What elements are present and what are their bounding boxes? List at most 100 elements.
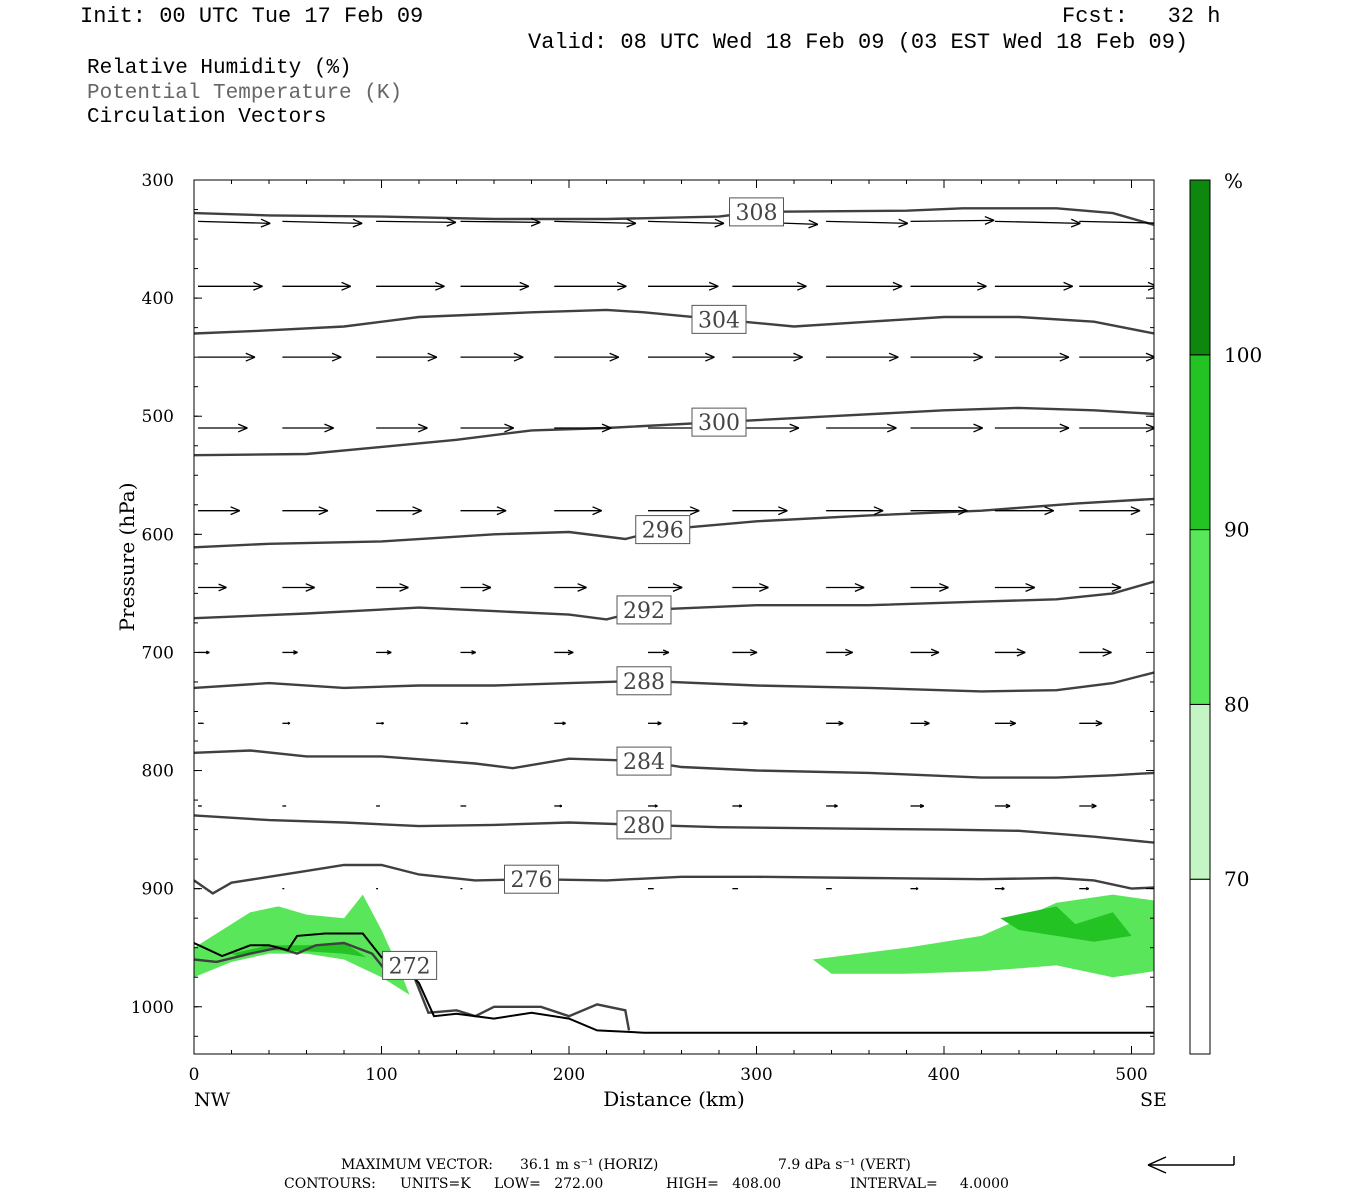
vector-head [854,582,865,592]
vector-head [708,281,719,291]
colorbar-level: 100 [1224,343,1262,367]
vector-head [977,281,987,291]
contour-label-box-280 [616,810,672,840]
max-vector-label: MAXIMUM VECTOR: [341,1157,493,1173]
vector-head [324,423,334,433]
contour-label-308: 308 [736,201,778,226]
y-tick-label: 300 [142,171,174,191]
vector-head [705,352,715,362]
contour-label-box-272 [382,950,438,980]
vector-head [471,650,476,655]
vector-head [1130,506,1141,516]
reference-vector-icon [1147,1156,1235,1174]
y-tick-label: 800 [142,762,174,782]
vector-head [446,217,457,227]
vector-head [808,219,819,229]
x-end-label-right: SE [1140,1089,1167,1111]
contour-label-272: 272 [389,954,431,979]
vector-head [984,215,995,225]
vector-head [601,423,612,433]
vector-head [973,352,983,362]
vector-head [714,218,725,228]
rh-area-80 [194,894,410,995]
y-axis-label: Pressure (hPa) [115,483,139,632]
contour-low: LOW= 272.00 [494,1176,604,1192]
colorbar-segment [1189,179,1211,356]
contour-high: HIGH= 408.00 [666,1176,782,1192]
vector-head [886,423,897,433]
vector-head [1059,352,1070,362]
vector-head [1102,648,1112,657]
vector-head [592,506,603,516]
vector-shaft [197,220,271,224]
vector-head [427,352,438,362]
x-axis-label: Distance (km) [603,1087,745,1111]
vector-shaft [282,220,363,224]
colorbar-level: 70 [1224,867,1249,891]
vector-head [662,649,670,656]
vector-head [939,582,949,592]
vector-head [465,721,469,725]
vector-head [1063,281,1074,291]
contour-label-box-300 [691,407,747,437]
vector-head [559,804,563,808]
vector-head [778,506,788,516]
vector-head [435,281,445,291]
contour-label-304: 304 [698,308,740,333]
y-tick-label: 400 [142,289,174,309]
contour-label-box-288 [616,666,672,696]
vector-head [919,803,925,809]
vector-head [577,583,587,592]
vector-head [381,721,384,725]
contour-label-300: 300 [698,411,740,436]
colorbar: 70 80 90 100% [1189,169,1262,1055]
theta-contours [194,207,1154,1031]
vector-head [352,218,363,228]
vector-head [1070,218,1081,228]
vector-head [1147,281,1154,291]
vector-head [230,506,241,516]
vector-head [205,650,210,655]
x-tick-label: 100 [365,1065,397,1085]
x-tick-label: 0 [189,1065,200,1085]
vector-head [245,352,256,362]
vector-head [616,281,627,291]
theta-contour-280 [194,814,1154,844]
vector-head [412,506,422,516]
vector-head [1025,582,1036,592]
vector-head [1095,720,1103,727]
theta-contour-304 [194,308,1154,335]
contour-units: UNITS=K [400,1176,471,1192]
colorbar-segment [1189,529,1211,705]
colorbar-segment [1189,703,1211,880]
vector-head [892,281,903,291]
vector-head [504,423,514,433]
x-tick-label: 400 [928,1065,960,1085]
vector-head [293,650,298,655]
rh-area-90 [231,943,367,958]
contour-label-box-292 [616,595,672,625]
colorbar-level: 80 [1224,692,1249,716]
vector-head [237,423,248,433]
vector-head [923,720,930,727]
vector-head [789,423,800,433]
contour-label-296: 296 [642,519,684,544]
max-vector-horiz: 36.1 m s⁻¹ (HORIZ) [520,1157,659,1173]
vector-head [738,804,743,808]
vector-head [743,720,748,726]
theta-contour-276 [194,863,1154,895]
vector-head [1091,803,1097,809]
vector-head [793,352,803,362]
y-tick-label: 600 [142,525,174,545]
field-rh-label: Relative Humidity (%) [87,57,352,80]
colorbar-level: 90 [1224,518,1249,542]
vector-head [898,218,909,228]
colorbar-unit: % [1224,169,1243,193]
contour-label-280: 280 [623,814,665,839]
vector-head [672,582,683,592]
vector-shaft [994,220,1081,224]
vector-head [873,506,884,516]
vector-head [287,721,291,725]
colorbar-segment [1189,354,1211,531]
